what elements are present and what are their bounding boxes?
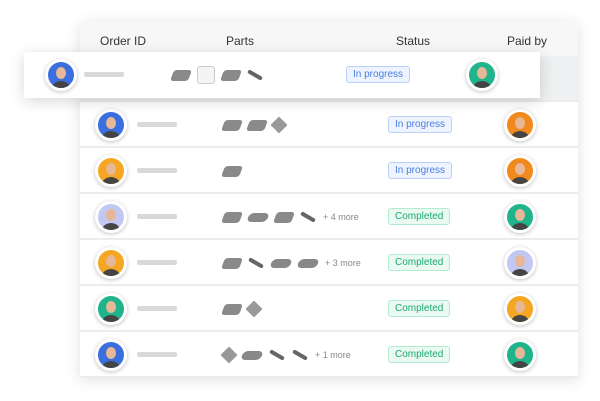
order-id-placeholder [84,72,124,77]
customer-avatar[interactable] [45,59,77,91]
part-y-connector-icon[interactable] [292,349,308,361]
parts-list: + 1 more [220,345,351,365]
payer-avatar[interactable] [504,155,536,187]
customer-avatar[interactable] [95,339,127,371]
customer-avatar[interactable] [95,293,127,325]
table-row[interactable]: + 1 more Completed [80,332,578,378]
parts-list [220,115,292,135]
more-parts-link[interactable]: + 3 more [325,258,361,268]
payer-avatar[interactable] [504,293,536,325]
part-bracket-icon[interactable] [220,165,244,177]
part-cylinder-icon[interactable] [246,212,270,222]
more-parts-link[interactable]: + 1 more [315,350,351,360]
part-bracket-icon[interactable] [220,211,244,223]
payer-avatar[interactable] [504,339,536,371]
order-id-placeholder [137,352,177,357]
part-tube-icon[interactable] [296,258,320,268]
order-id-placeholder [137,306,177,311]
part-housing-icon[interactable] [219,69,243,81]
part-pyramid-model-icon[interactable] [197,66,215,84]
payer-avatar[interactable] [504,247,536,279]
table-header: Order ID Parts Status Paid by [80,22,578,56]
part-y-connector-icon[interactable] [300,211,316,223]
part-pin-icon[interactable] [269,258,293,268]
customer-avatar[interactable] [95,155,127,187]
customer-avatar[interactable] [95,109,127,141]
order-id-placeholder [137,260,177,265]
parts-list: + 4 more [220,207,359,227]
table-row[interactable]: + 4 more Completed [80,194,578,240]
status-badge: Completed [388,300,451,317]
order-id-placeholder [137,122,177,127]
col-paid-by[interactable]: Paid by [507,34,548,48]
customer-avatar[interactable] [95,247,127,279]
col-order-id[interactable]: Order ID [100,34,147,48]
part-bracket-icon[interactable] [220,257,244,269]
order-id-placeholder [137,168,177,173]
status-badge: In progress [388,116,453,133]
part-bracket-icon[interactable] [220,119,244,131]
part-plate-cross-icon[interactable] [270,116,288,134]
status-badge: In progress [346,66,411,83]
part-bracket-icon[interactable] [169,69,193,81]
parts-list: + 3 more [220,253,361,273]
col-parts[interactable]: Parts [226,34,255,48]
status-badge: Completed [388,346,451,363]
table-row[interactable]: + 3 more Completed [80,240,578,286]
payer-avatar[interactable] [504,109,536,141]
part-cylinder-icon[interactable] [240,350,264,360]
table-row[interactable]: Completed [80,286,578,332]
part-plate-icon[interactable] [245,300,263,318]
more-parts-link[interactable]: + 4 more [323,212,359,222]
order-id-placeholder [137,214,177,219]
floating-row[interactable]: In progress [24,52,540,98]
status-badge: Completed [388,254,451,271]
part-y-fitting-icon[interactable] [248,257,264,269]
status-badge: In progress [388,162,453,179]
customer-avatar[interactable] [95,201,127,233]
part-y-connector-icon[interactable] [247,69,263,81]
part-y-fitting-icon[interactable] [269,349,285,361]
part-plate-icon[interactable] [220,346,238,364]
parts-list [220,161,248,181]
parts-list [169,65,270,85]
table-row[interactable]: In progress [80,148,578,194]
part-housing-icon[interactable] [272,211,296,223]
payer-avatar[interactable] [504,201,536,233]
status-badge: Completed [388,208,451,225]
table-row[interactable]: In progress [80,102,578,148]
part-bracket-icon[interactable] [220,303,244,315]
col-status[interactable]: Status [396,34,431,48]
payer-avatar[interactable] [466,59,498,91]
part-block-icon[interactable] [245,119,269,131]
parts-list [220,299,267,319]
